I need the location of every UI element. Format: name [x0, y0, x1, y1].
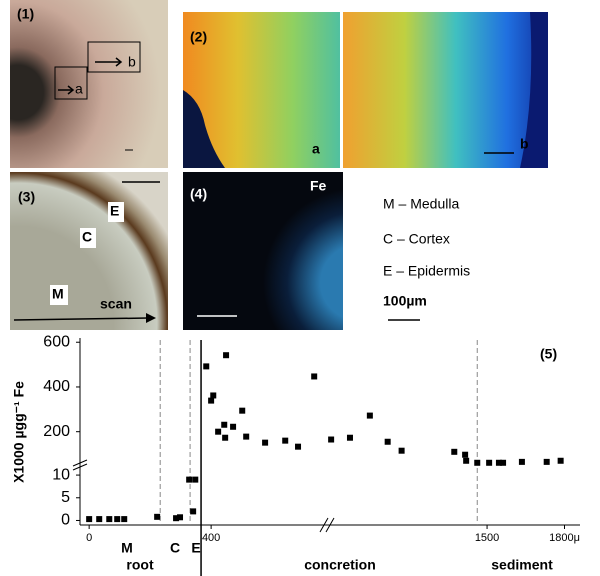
data-point — [239, 408, 245, 414]
panel-label: (3) — [18, 189, 35, 205]
data-point — [399, 448, 405, 454]
chart-title: (5) — [540, 346, 557, 362]
data-point — [186, 477, 192, 483]
data-point — [215, 429, 221, 435]
data-point — [223, 352, 229, 358]
y-tick-label: 400 — [43, 378, 70, 395]
panel-1: (1) b a — [0, 0, 168, 168]
data-point — [544, 459, 550, 465]
data-point — [451, 449, 457, 455]
x-tick-label: 400 — [202, 532, 220, 544]
sub-label: b — [520, 136, 529, 152]
x-tick-label: 1800μ — [549, 532, 580, 544]
data-point — [243, 434, 249, 440]
data-point — [463, 458, 469, 464]
data-point — [114, 516, 120, 522]
box-label: b — [128, 54, 136, 70]
page: (1) b a (2) a b (3) E C M scan (4) Fe M … — [0, 0, 600, 576]
data-point — [222, 435, 228, 441]
legend: M – Medulla C – Cortex E – Epidermis 100… — [383, 196, 470, 320]
heatmap — [343, 12, 548, 168]
region-label: M — [52, 286, 64, 302]
panel-3: (3) E C M scan — [10, 172, 168, 330]
legend-item: E – Epidermis — [383, 263, 470, 279]
panel-2: (2) a b — [183, 12, 548, 168]
y-tick-label: 10 — [52, 466, 70, 483]
chart: (5) X1000 µgg⁻¹ Fe 0 5 10 200 400 600 0 400 1500… — [11, 333, 580, 576]
data-point — [462, 452, 468, 458]
data-point — [500, 460, 506, 466]
region-label: C — [82, 229, 92, 245]
box-label: a — [75, 81, 83, 97]
sub-label: a — [312, 141, 320, 157]
data-point — [208, 398, 214, 404]
region-label: sediment — [491, 557, 553, 573]
x-tick-label: 1500 — [475, 532, 499, 544]
data-point — [558, 458, 564, 464]
y-tick-label: 600 — [43, 333, 70, 350]
data-point — [190, 508, 196, 514]
data-point — [86, 516, 92, 522]
data-point — [282, 438, 288, 444]
element-label: Fe — [310, 178, 327, 194]
panel-label: (4) — [190, 186, 207, 202]
data-point — [96, 516, 102, 522]
data-point — [474, 460, 480, 466]
data-point — [121, 516, 127, 522]
panel-label: (1) — [17, 6, 34, 22]
region-label: E — [110, 203, 119, 219]
region-label: C — [170, 540, 180, 556]
data-point — [486, 460, 492, 466]
region-label: root — [126, 557, 154, 573]
data-point — [106, 516, 112, 522]
data-point — [347, 435, 353, 441]
figure: (1) b a (2) a b (3) E C M scan (4) Fe M … — [0, 0, 600, 576]
micrograph — [10, 0, 168, 168]
data-point — [328, 437, 334, 443]
data-point — [177, 514, 183, 520]
region-label: E — [191, 540, 200, 556]
legend-item: C – Cortex — [383, 231, 450, 247]
y-tick-label: 5 — [61, 489, 70, 506]
y-tick-label: 0 — [61, 512, 70, 529]
panel-label: (2) — [190, 29, 207, 45]
legend-item: M – Medulla — [383, 196, 459, 212]
scan-label: scan — [100, 296, 132, 312]
data-point — [230, 424, 236, 430]
region-label: concretion — [304, 557, 376, 573]
data-point — [385, 439, 391, 445]
y-axis-label: X1000 µgg⁻¹ Fe — [11, 381, 27, 483]
data-point — [367, 413, 373, 419]
y-tick-label: 200 — [43, 423, 70, 440]
data-point — [221, 422, 227, 428]
data-point — [203, 363, 209, 369]
data-point — [519, 459, 525, 465]
x-tick-label: 0 — [86, 532, 92, 544]
data-point — [295, 444, 301, 450]
data-point — [154, 514, 160, 520]
data-point — [262, 440, 268, 446]
data-point — [311, 373, 317, 379]
scale-label: 100µm — [383, 293, 427, 309]
data-point — [210, 392, 216, 398]
panel-4: (4) Fe — [183, 172, 343, 330]
region-label: M — [121, 540, 133, 556]
data-point — [192, 477, 198, 483]
